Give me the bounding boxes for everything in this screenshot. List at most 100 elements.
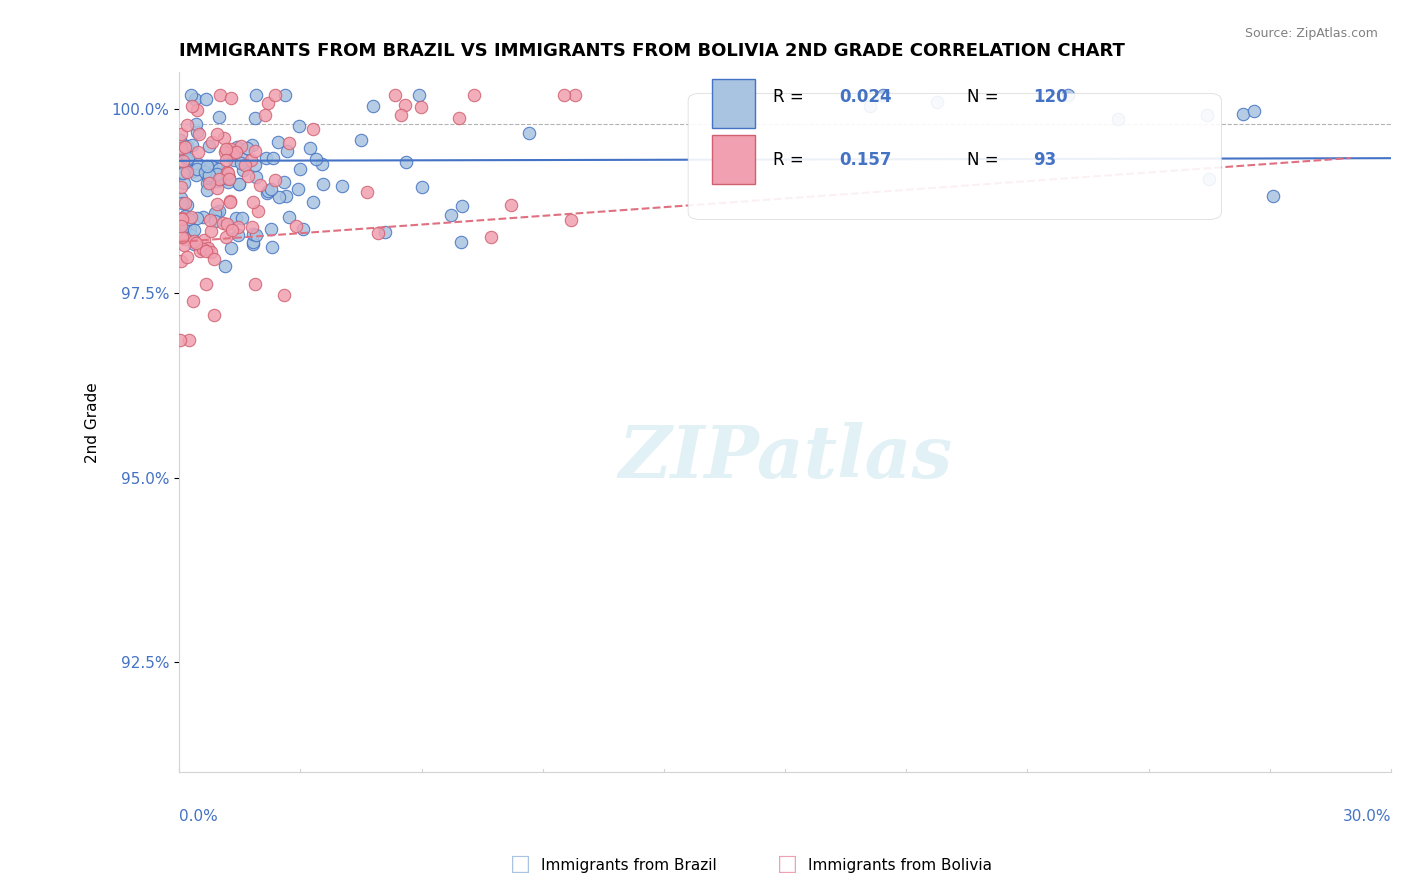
Point: [312, 177, 335, 191]
Point: [170, 191, 193, 205]
Point: [277, 136, 299, 150]
Point: [256, 186, 278, 201]
Point: [215, 142, 238, 156]
Point: [243, 144, 266, 158]
Point: [181, 99, 204, 113]
Point: [170, 212, 193, 227]
Point: [278, 210, 301, 224]
Point: [197, 241, 219, 255]
Point: [395, 154, 418, 169]
Point: [245, 87, 267, 102]
Point: [170, 127, 193, 141]
Point: [262, 151, 284, 165]
Point: [214, 259, 236, 273]
Point: [872, 87, 894, 102]
Point: [229, 139, 252, 153]
Text: 120: 120: [1033, 88, 1069, 106]
Point: [245, 169, 267, 184]
Point: [451, 199, 474, 213]
Point: [176, 139, 198, 153]
Text: Immigrants from Bolivia: Immigrants from Bolivia: [808, 858, 993, 872]
Point: [394, 98, 416, 112]
Point: [254, 108, 277, 122]
Point: [499, 197, 522, 211]
Point: [217, 217, 239, 231]
Point: [367, 227, 389, 241]
Point: [173, 150, 195, 164]
Point: [242, 194, 264, 209]
FancyBboxPatch shape: [688, 94, 1222, 219]
Point: [170, 179, 193, 194]
Point: [411, 179, 433, 194]
Point: [177, 211, 200, 226]
Point: [174, 232, 197, 246]
FancyBboxPatch shape: [713, 79, 755, 128]
Point: [207, 167, 229, 181]
Point: [218, 171, 240, 186]
Point: [173, 140, 195, 154]
Point: [262, 240, 284, 254]
Point: [183, 235, 205, 249]
Point: [176, 165, 198, 179]
Point: [450, 235, 472, 249]
Point: [176, 250, 198, 264]
Point: [183, 222, 205, 236]
Point: [218, 195, 240, 210]
Point: [249, 178, 271, 192]
Point: [169, 133, 191, 147]
Point: [172, 195, 194, 210]
Point: [188, 127, 211, 141]
Point: [201, 136, 224, 150]
Point: [228, 227, 250, 242]
Text: N =: N =: [967, 88, 1004, 106]
Point: [195, 176, 218, 190]
Point: [184, 92, 207, 106]
Point: [287, 120, 309, 134]
Text: Immigrants from Brazil: Immigrants from Brazil: [541, 858, 717, 872]
Point: [200, 224, 222, 238]
Point: [246, 204, 269, 219]
Point: [212, 216, 235, 230]
Point: [176, 153, 198, 167]
Point: [301, 195, 323, 210]
Point: [197, 170, 219, 185]
Point: [228, 177, 250, 191]
Point: [194, 164, 217, 178]
Point: [222, 145, 245, 160]
Point: [215, 165, 238, 179]
Point: [208, 87, 231, 102]
Point: [254, 151, 277, 165]
Point: [463, 87, 485, 102]
Point: [219, 241, 242, 255]
Point: [173, 237, 195, 252]
Point: [179, 222, 201, 236]
Point: [305, 152, 328, 166]
Text: □: □: [510, 854, 530, 873]
Point: [198, 176, 221, 190]
Point: [243, 277, 266, 291]
Point: [195, 183, 218, 197]
Point: [219, 194, 242, 208]
Text: 0.0%: 0.0%: [179, 809, 218, 824]
Point: [179, 333, 201, 347]
Point: [231, 211, 253, 225]
Point: [330, 179, 353, 194]
Point: [172, 164, 194, 178]
Point: [225, 211, 247, 226]
Point: [264, 173, 287, 187]
Text: ZIPatlas: ZIPatlas: [619, 422, 952, 493]
Point: [198, 138, 221, 153]
Text: R =: R =: [773, 151, 808, 169]
Point: [212, 131, 235, 145]
Point: [183, 237, 205, 252]
Point: [191, 242, 214, 256]
Point: [226, 219, 249, 234]
Point: [374, 225, 396, 239]
Point: [181, 163, 204, 178]
Point: [260, 182, 283, 196]
Point: [194, 92, 217, 106]
Point: [174, 219, 197, 233]
Point: [186, 125, 208, 139]
Point: [243, 111, 266, 125]
Point: [1197, 108, 1219, 122]
